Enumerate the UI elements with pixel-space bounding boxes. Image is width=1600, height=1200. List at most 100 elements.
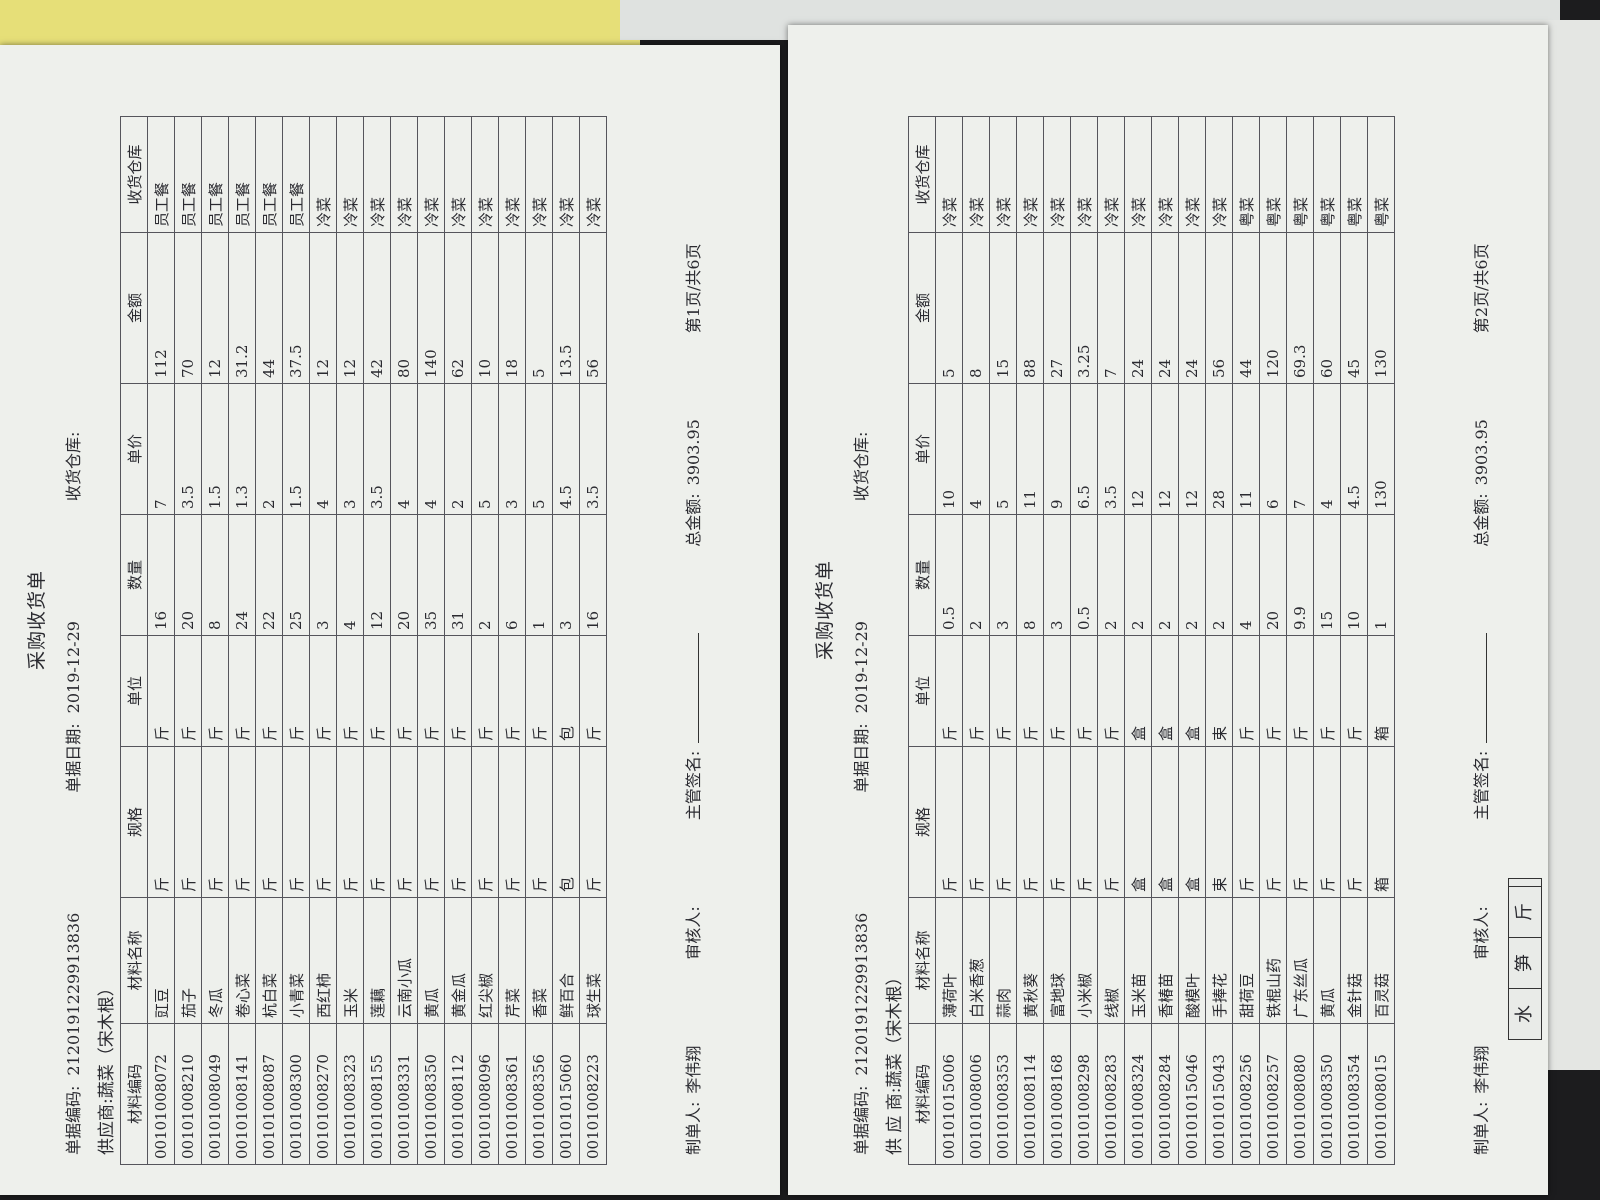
cell: 31.2	[228, 232, 256, 384]
doc-no: 2120191229913836	[852, 912, 871, 1076]
cell: 球生菜	[579, 897, 607, 1024]
cell: 冬瓜	[201, 897, 229, 1024]
cell: 5	[989, 383, 1017, 515]
supplier: 供 应 商:蔬菜（宋木根）	[880, 968, 905, 1155]
item-row: 00101008354 金针菇斤斤 10 4.5 45 粤菜	[1340, 116, 1368, 1165]
receipt-page: 采购收货单 单据编码: 2120191229913836 单据日期: 2019-12-2…	[788, 25, 1548, 1195]
cell: 69.3	[1286, 232, 1314, 384]
cell: 00101008256	[1232, 1023, 1260, 1165]
supervisor-label: 主管签名:	[1472, 750, 1491, 821]
reviewer-label: 审核人:	[684, 906, 703, 960]
column-header: 规格	[908, 746, 936, 898]
receipt-title: 采购收货单	[26, 570, 48, 671]
cell: 8	[962, 232, 990, 384]
cell: 31	[444, 514, 472, 636]
cell: 芹菜	[498, 897, 526, 1024]
column-header: 材料名称	[908, 897, 936, 1024]
cell: 00101008350	[417, 1023, 445, 1165]
cell: 2	[1097, 514, 1125, 636]
cell: 斤	[1259, 746, 1287, 898]
warehouse-label: 收货仓库:	[852, 431, 871, 502]
cell: 员工餐	[228, 116, 256, 233]
table-body: 00101008072 豇豆斤斤 16 7 112 员工餐 00101008210 茄子斤斤 2…	[147, 116, 607, 1165]
table-head: 材料编码 材料名称 规格 单位 数量 单价 金额 收货仓库	[908, 116, 936, 1165]
item-row: 00101008256 甜荷豆斤斤 4 11 44 粤菜	[1232, 116, 1260, 1165]
cell: 12	[1151, 383, 1179, 515]
cell: 云南小瓜	[390, 897, 418, 1024]
cell: 00101008080	[1286, 1023, 1314, 1165]
cell: 冷菜	[935, 116, 963, 233]
cell: 箱	[1367, 635, 1395, 747]
cell: 88	[1016, 232, 1044, 384]
cell: 00101008353	[989, 1023, 1017, 1165]
cell: 3	[336, 383, 364, 515]
item-row: 00101008283 线椒斤斤 2 3.5 7 冷菜	[1097, 116, 1125, 1165]
cell: 斤	[471, 635, 499, 747]
cell: 斤	[201, 746, 229, 898]
cell: 斤	[1016, 635, 1044, 747]
cell: 斤	[579, 635, 607, 747]
cell: 粤菜	[1340, 116, 1368, 233]
cell: 00101008168	[1043, 1023, 1071, 1165]
maker-label: 制单人:	[684, 1101, 703, 1155]
cell: 斤	[390, 746, 418, 898]
receipt-title: 采购收货单	[814, 560, 836, 661]
cell: 130	[1367, 232, 1395, 384]
cell: 斤	[282, 746, 310, 898]
item-row: 00101008049 冬瓜斤斤 8 1.5 12 员工餐	[201, 116, 229, 1165]
cell: 18	[498, 232, 526, 384]
cell: 00101008356	[525, 1023, 553, 1165]
cell: 杭白菜	[255, 897, 283, 1024]
item-row: 00101008331 云南小瓜斤斤 20 4 80 冷菜	[390, 116, 418, 1165]
cell: 茄子	[174, 897, 202, 1024]
item-row: 00101008257 铁棍山药斤斤 20 6 120 粤菜	[1259, 116, 1287, 1165]
cell: 24	[1151, 232, 1179, 384]
cell: 00101008257	[1259, 1023, 1287, 1165]
cell: 4	[309, 383, 337, 515]
cell: 冷菜	[1178, 116, 1206, 233]
cell: 12	[309, 232, 337, 384]
cell: 10	[471, 232, 499, 384]
cell: 7	[1286, 383, 1314, 515]
cell: 2	[1151, 514, 1179, 636]
column-header: 材料编码	[908, 1023, 936, 1165]
cell: 包	[552, 746, 580, 898]
cell: 斤	[525, 635, 553, 747]
cell: 斤	[309, 635, 337, 747]
cell: 玉米苗	[1124, 897, 1152, 1024]
cell: 00101008354	[1340, 1023, 1368, 1165]
cell: 员工餐	[255, 116, 283, 233]
cell: 9	[1043, 383, 1071, 515]
cell: 豇豆	[147, 897, 175, 1024]
column-header: 收货仓库	[908, 116, 936, 233]
cell: 1.5	[282, 383, 310, 515]
column-header: 单位	[120, 635, 148, 747]
cell: 13.5	[552, 232, 580, 384]
cell: 斤	[336, 746, 364, 898]
cell: 冷菜	[1016, 116, 1044, 233]
cell: 粤菜	[1367, 116, 1395, 233]
header-row: 材料编码 材料名称 规格 单位 数量 单价 金额 收货仓库	[908, 116, 936, 1165]
cell: 冷菜	[579, 116, 607, 233]
cell: 斤	[390, 635, 418, 747]
item-row: 00101008080 广东丝瓜斤斤 9.9 7 69.3 粤菜	[1286, 116, 1314, 1165]
cell: 手捧花	[1205, 897, 1233, 1024]
cell: 斤	[417, 746, 445, 898]
cell: 冷菜	[1205, 116, 1233, 233]
cell: 员工餐	[174, 116, 202, 233]
item-row: 00101008350 黄瓜斤斤 35 4 140 冷菜	[417, 116, 445, 1165]
cell: 金针菇	[1340, 897, 1368, 1024]
cell: 红尖椒	[471, 897, 499, 1024]
item-row: 00101008210 茄子斤斤 20 3.5 70 员工餐	[174, 116, 202, 1165]
cell: 斤	[1097, 746, 1125, 898]
cell: 斤	[1286, 746, 1314, 898]
column-header: 数量	[120, 514, 148, 636]
item-row: 00101015060 鲜百合包包 3 4.5 13.5 冷菜	[552, 116, 580, 1165]
doc-date-label: 单据日期:	[64, 723, 83, 793]
cell: 2	[444, 383, 472, 515]
cell: 24	[1124, 232, 1152, 384]
cell: 00101008112	[444, 1023, 472, 1165]
cell: 线椒	[1097, 897, 1125, 1024]
cell: 4	[336, 514, 364, 636]
cell: 箱	[1367, 746, 1395, 898]
